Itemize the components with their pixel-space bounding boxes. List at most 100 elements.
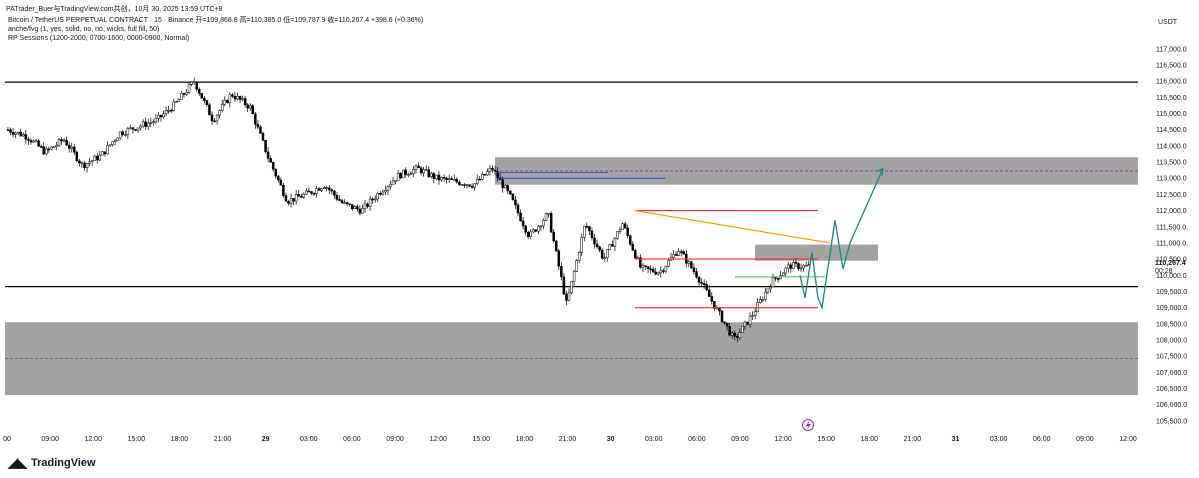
candle-body [804, 265, 808, 267]
candle-body [588, 226, 591, 232]
time-tick: 12:00 [1119, 436, 1137, 443]
candle-body [501, 179, 504, 189]
candle-body [427, 169, 430, 177]
lightning-icon[interactable] [802, 419, 814, 431]
candle-body [16, 131, 20, 134]
candle-body [90, 160, 94, 163]
candle-body [70, 146, 73, 149]
candle-body [422, 169, 425, 174]
candle-body [98, 154, 102, 161]
price-tick: 113,500.0 [1156, 160, 1187, 167]
candle-body [486, 171, 489, 176]
candle-body [748, 315, 752, 325]
candle-body [243, 98, 247, 106]
candle-body [690, 261, 693, 269]
price-badge-countdown: 00:28 [1155, 268, 1173, 275]
candle-body [254, 113, 257, 125]
candle-body [34, 140, 38, 143]
candle-body [677, 251, 680, 256]
candle-body [437, 174, 441, 181]
candle-body [608, 244, 612, 250]
candle-body [626, 227, 629, 237]
candle-body [708, 289, 711, 297]
candle-body [141, 121, 145, 127]
candle-body [213, 120, 216, 123]
candle-body [702, 283, 706, 285]
candle-body [575, 260, 578, 272]
candle-body [799, 267, 803, 270]
candle-body [414, 165, 418, 170]
candle-body [198, 89, 201, 94]
candle-body [519, 212, 522, 222]
candle-body [789, 264, 793, 269]
candle-body [450, 178, 453, 180]
candle-body [600, 249, 604, 259]
candle-body [284, 195, 288, 202]
candle-body [139, 125, 142, 129]
candle-body [687, 261, 691, 264]
candle-body [764, 291, 767, 300]
candle-body [320, 188, 323, 191]
price-tick: 114,500.0 [1156, 127, 1187, 134]
symbol-info[interactable]: Bitcoin / TetherUS PERPETUAL CONTRACT · … [8, 17, 424, 24]
time-tick: 30 [607, 436, 615, 443]
currency-label: USDT [1158, 19, 1178, 26]
candle-body [488, 168, 492, 172]
candle-body [430, 173, 433, 177]
price-tick: 107,000.0 [1156, 370, 1187, 377]
candle-body [565, 293, 568, 301]
candle-body [187, 84, 191, 93]
candle-body [60, 139, 63, 142]
candle-body [366, 203, 369, 207]
candle-body [672, 254, 675, 258]
candle-body [131, 127, 135, 130]
time-tick: 21:00 [214, 436, 232, 443]
indicator-fvg[interactable]: anche/fvg (1, yes, solid, no, no, wicks,… [8, 26, 160, 33]
candle-body [396, 172, 400, 181]
candle-body [659, 270, 663, 274]
candle-body [606, 249, 609, 258]
candle-body [700, 282, 703, 284]
candle-body [19, 131, 22, 137]
candle-body [78, 160, 81, 164]
tradingview-logo[interactable]: ◢◣ TradingView [8, 455, 96, 471]
candle-body [317, 188, 321, 191]
candle-body [723, 321, 726, 324]
candle-body [361, 208, 364, 214]
time-axis[interactable]: 00 09:00 12:00 15:00 18:00 21:00 29 03:00 06:00 0… [3, 436, 1137, 443]
price-tick: 107,500.0 [1156, 354, 1187, 361]
candle-body [424, 169, 428, 171]
indicator-sessions[interactable]: RP Sessions (1200-2000, 0700-1600, 0000-… [8, 35, 190, 42]
attribution: PATrader_Buer与TradingView.com共创，10月 30, … [6, 6, 223, 13]
candle-body [14, 132, 17, 135]
candle-body [628, 235, 632, 245]
candle-body [29, 140, 33, 143]
candle-body [261, 133, 265, 141]
candle-body [455, 179, 459, 183]
candle-body [338, 199, 341, 201]
candle-body [42, 146, 45, 155]
candle-body [445, 177, 448, 180]
candle-body [802, 265, 805, 269]
candle-body [384, 190, 387, 193]
candle-body [623, 223, 627, 229]
price-axis[interactable]: 117,000.0 116,500.0 116,000.0 115,500.0 115,… [1156, 46, 1187, 425]
candle-body [300, 196, 303, 198]
candle-body [409, 173, 413, 176]
candle-body [776, 278, 780, 280]
candle-body [223, 99, 226, 105]
candle-body [634, 249, 637, 259]
tradingview-logo-text: TradingView [31, 457, 96, 469]
candle-body [521, 220, 525, 227]
fvg-zones [5, 157, 1138, 396]
candle-body [759, 299, 762, 303]
candle-body [106, 145, 109, 155]
time-tick: 29 [262, 436, 270, 443]
candle-body [649, 268, 652, 271]
candle-body [404, 169, 408, 175]
candle-body [289, 198, 293, 204]
candle-body [771, 277, 775, 288]
price-tick: 109,000.0 [1156, 305, 1187, 312]
candle-body [246, 104, 249, 109]
